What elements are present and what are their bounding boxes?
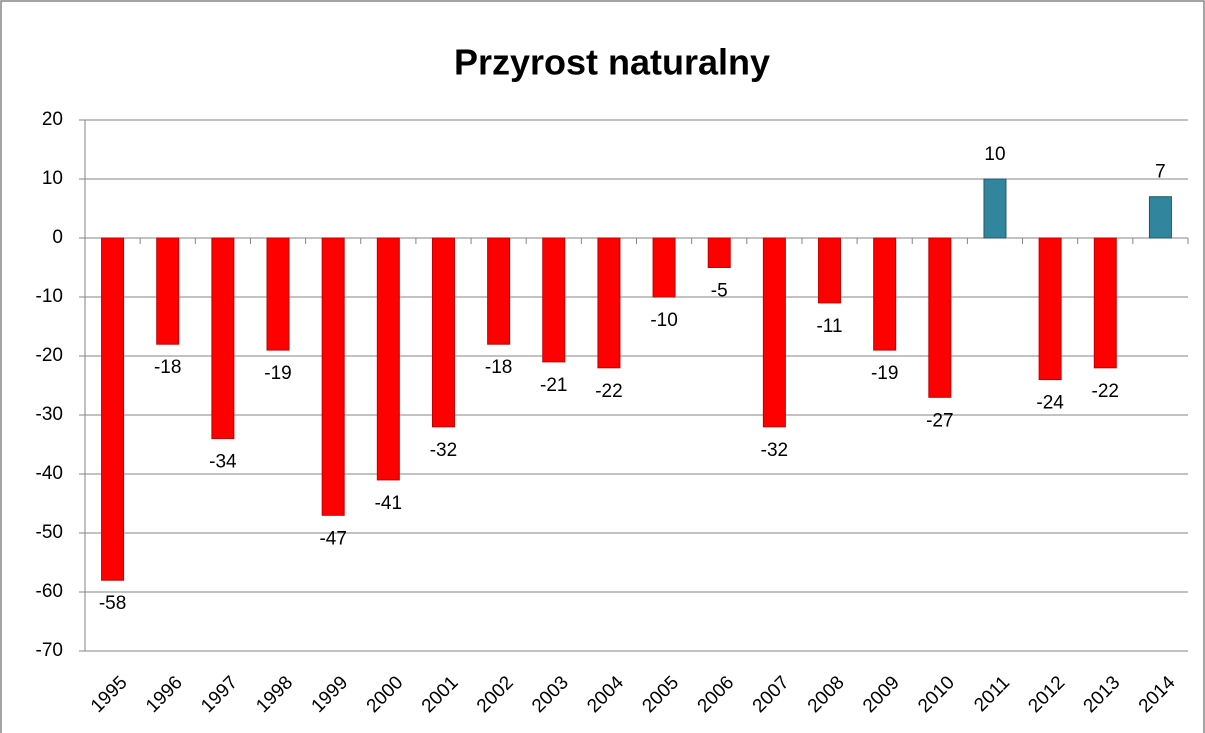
bar xyxy=(1148,196,1172,239)
data-label: 7 xyxy=(1155,162,1166,183)
x-tick-label: 2013 xyxy=(1080,672,1125,717)
data-label: -32 xyxy=(430,440,457,461)
data-label: -18 xyxy=(485,357,512,378)
x-tick-label: 2002 xyxy=(473,672,518,717)
y-tick-label: 20 xyxy=(42,109,63,130)
data-label: -19 xyxy=(871,363,898,384)
x-tick-label: 2007 xyxy=(749,672,794,717)
bar xyxy=(762,237,786,428)
bar xyxy=(376,237,400,481)
x-tick-label: 2004 xyxy=(583,672,628,717)
data-label: -18 xyxy=(154,357,181,378)
y-tick-label: -30 xyxy=(36,404,63,425)
y-tick-label: -70 xyxy=(36,640,63,661)
bar xyxy=(487,237,511,345)
bar xyxy=(928,237,952,398)
y-tick-label: -40 xyxy=(36,463,63,484)
x-tick-label: 1996 xyxy=(142,672,187,717)
x-tick-label: 1998 xyxy=(252,672,297,717)
y-tick-label: 10 xyxy=(42,168,63,189)
x-tick-label: 2012 xyxy=(1024,672,1069,717)
bar xyxy=(818,237,842,304)
x-tick-label: 2010 xyxy=(914,672,959,717)
data-label: -32 xyxy=(761,440,788,461)
x-tick-label: 2001 xyxy=(418,672,463,717)
bar xyxy=(542,237,566,363)
x-tick-label: 1997 xyxy=(197,672,242,717)
x-tick-label: 2000 xyxy=(363,672,408,717)
x-tick-label: 2008 xyxy=(804,672,849,717)
x-tick-label: 1995 xyxy=(87,672,132,717)
bar xyxy=(1038,237,1062,381)
bar xyxy=(1093,237,1117,369)
bar xyxy=(597,237,621,369)
x-tick-label: 2005 xyxy=(638,672,683,717)
bar xyxy=(101,237,125,581)
y-tick-label: -60 xyxy=(36,581,63,602)
x-tick-label: 2003 xyxy=(528,672,573,717)
x-tick-label: 2014 xyxy=(1135,672,1180,717)
data-label: -22 xyxy=(1092,381,1119,402)
x-tick-label: 1999 xyxy=(308,672,353,717)
data-label: -10 xyxy=(650,310,677,331)
data-label: -19 xyxy=(264,363,291,384)
data-label: -27 xyxy=(926,410,953,431)
y-tick-label: -20 xyxy=(36,345,63,366)
x-tick-label: 2009 xyxy=(859,672,904,717)
bar xyxy=(652,237,676,298)
y-tick-label: 0 xyxy=(52,227,63,248)
bar xyxy=(431,237,455,428)
bar xyxy=(266,237,290,351)
data-label: -24 xyxy=(1036,393,1064,414)
data-label: -58 xyxy=(99,593,126,614)
data-label: -41 xyxy=(375,493,402,514)
bar xyxy=(873,237,897,351)
data-label: -11 xyxy=(816,316,842,337)
data-label: -47 xyxy=(319,528,346,549)
y-tick-label: -10 xyxy=(36,286,63,307)
data-label: -21 xyxy=(540,375,567,396)
y-tick-label: -50 xyxy=(36,522,63,543)
bar xyxy=(156,237,180,345)
data-label: -34 xyxy=(209,452,237,473)
x-tick-label: 2006 xyxy=(694,672,739,717)
chart-title: Przyrost naturalny xyxy=(454,42,770,83)
x-tick-label: 2011 xyxy=(970,672,1014,716)
data-label: -22 xyxy=(595,381,622,402)
bar xyxy=(983,178,1007,239)
bar xyxy=(211,237,235,440)
data-label: 10 xyxy=(984,144,1005,165)
data-label: -5 xyxy=(711,281,728,302)
bar xyxy=(321,237,345,516)
bar xyxy=(707,237,731,268)
